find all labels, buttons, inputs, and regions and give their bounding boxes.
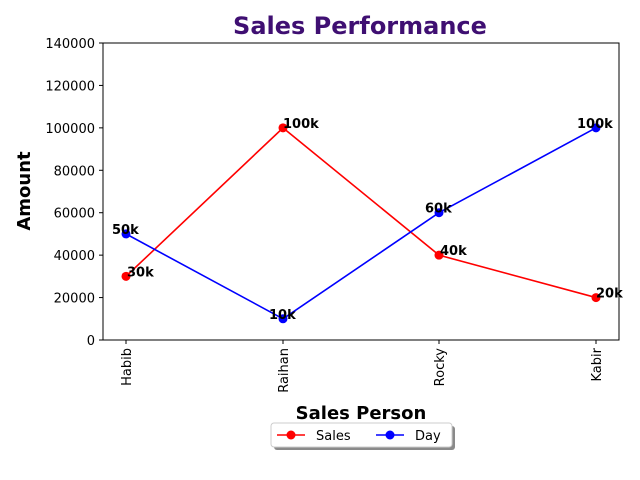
y-tick-label: 80000 xyxy=(54,164,95,179)
legend-label-day: Day xyxy=(415,429,441,444)
series-layer xyxy=(121,123,601,324)
y-axis: 0 20000 40000 60000 80000 100000 120000 140000 xyxy=(45,37,103,349)
point-sales xyxy=(434,250,444,260)
series-line-sales xyxy=(125,126,597,299)
plot-area-frame xyxy=(102,42,620,341)
point-day xyxy=(278,314,288,324)
legend-marker xyxy=(385,430,395,440)
y-tick-label: 120000 xyxy=(45,79,95,94)
legend-box xyxy=(270,422,453,448)
x-tick-label: Habib xyxy=(120,348,135,386)
data-label-day: 10k xyxy=(269,308,296,323)
y-tick-label: 40000 xyxy=(54,249,95,264)
series-line-day xyxy=(125,127,597,320)
data-label-sales: 100k xyxy=(283,117,319,132)
data-label-day: 50k xyxy=(112,223,139,238)
y-tick-label: 0 xyxy=(87,334,95,349)
data-label-sales: 20k xyxy=(596,287,623,302)
data-label-day: 100k xyxy=(577,117,613,132)
data-label-sales: 30k xyxy=(127,265,154,280)
legend-marker xyxy=(286,430,296,440)
data-label-day: 60k xyxy=(425,202,452,217)
y-tick-label: 100000 xyxy=(45,122,95,137)
x-axis-title: Sales Person xyxy=(296,403,427,424)
point-sales xyxy=(278,123,288,133)
y-tick-label: 20000 xyxy=(54,292,95,307)
y-tick-label: 60000 xyxy=(54,207,95,222)
x-tick-label: Kabir xyxy=(590,347,605,381)
point-day xyxy=(591,123,601,133)
data-label-sales: 40k xyxy=(440,244,467,259)
chart-title: Sales Performance xyxy=(233,12,487,40)
point-sales xyxy=(121,271,131,281)
point-day xyxy=(434,208,444,218)
y-axis-title: Amount xyxy=(14,151,35,231)
point-sales xyxy=(591,293,601,303)
point-day xyxy=(121,229,131,239)
x-tick-label: Raihan xyxy=(277,348,292,393)
y-tick-label: 140000 xyxy=(45,37,95,52)
legend: Sales Day xyxy=(270,422,455,450)
data-labels: 30k 100k 40k 20k 50k 10k 60k 100k xyxy=(112,117,623,323)
legend-label-sales: Sales xyxy=(316,429,351,444)
x-axis: Habib Raihan Rocky Kabir xyxy=(120,340,605,393)
x-tick-label: Rocky xyxy=(433,348,448,387)
